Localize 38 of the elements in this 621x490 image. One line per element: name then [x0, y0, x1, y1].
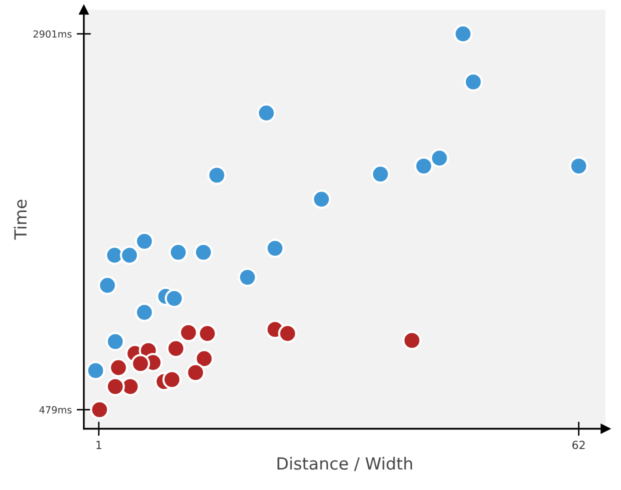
y-tick-label: 479ms: [39, 406, 72, 414]
point: [207, 166, 226, 185]
point: [134, 232, 154, 251]
point: [414, 156, 434, 176]
x-tick-label: 1: [96, 440, 102, 449]
y-axis-title: Time: [14, 200, 27, 240]
point: [164, 288, 184, 308]
x-axis-title: Distance / Width: [278, 456, 412, 472]
point: [106, 332, 125, 352]
point: [312, 190, 331, 209]
point: [134, 302, 154, 322]
point: [178, 322, 198, 342]
point: [256, 103, 276, 123]
y-tick-label: 2901ms: [33, 30, 72, 38]
point: [90, 400, 110, 420]
point: [130, 354, 150, 374]
point: [464, 72, 483, 92]
point: [168, 242, 188, 262]
point: [265, 238, 285, 258]
point: [198, 324, 217, 344]
point: [162, 370, 182, 390]
point: [194, 349, 214, 368]
point: [454, 24, 473, 44]
point: [166, 338, 186, 358]
point: [402, 330, 422, 350]
point: [370, 164, 390, 184]
point: [194, 242, 213, 262]
point: [186, 363, 206, 382]
point: [430, 148, 450, 168]
point: [106, 376, 125, 396]
x-tick-label: 62: [572, 440, 585, 450]
point: [238, 268, 258, 287]
point: [86, 361, 106, 380]
point: [120, 246, 140, 265]
point: [108, 358, 128, 378]
point: [98, 276, 117, 295]
point: [569, 156, 588, 176]
point: [278, 324, 298, 344]
